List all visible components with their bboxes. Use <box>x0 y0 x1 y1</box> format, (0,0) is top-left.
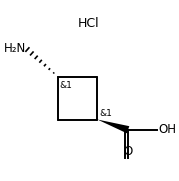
Text: H₂N: H₂N <box>4 42 26 55</box>
Polygon shape <box>97 119 129 133</box>
Text: O: O <box>124 145 133 158</box>
Text: OH: OH <box>158 123 176 136</box>
Text: &1: &1 <box>59 81 72 90</box>
Text: HCl: HCl <box>78 17 100 30</box>
Text: &1: &1 <box>99 109 112 118</box>
